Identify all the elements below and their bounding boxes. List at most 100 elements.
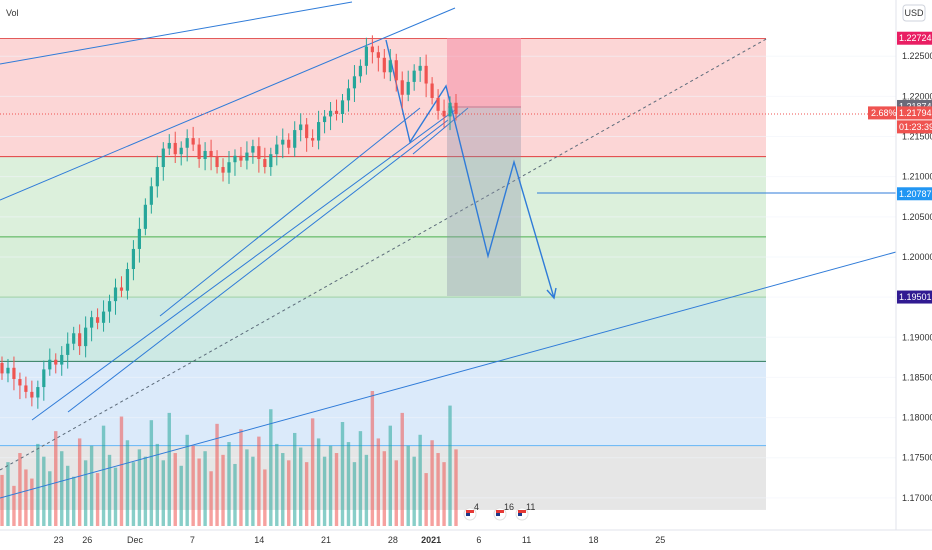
trend-line-2[interactable] — [0, 251, 897, 499]
event-flag-2[interactable]: 11 — [515, 502, 535, 521]
candle-body-2 — [12, 367, 16, 380]
candle-body-48 — [287, 139, 291, 148]
price-tick-label: 1.18000 — [902, 413, 932, 423]
price-axis-background[interactable] — [896, 0, 932, 530]
trend-line-1[interactable] — [0, 7, 456, 201]
price-tag-0 — [897, 31, 932, 45]
event-flag-1[interactable]: 16 — [493, 502, 514, 521]
time-tick-label: 11 — [522, 535, 531, 545]
trend-line-7[interactable] — [0, 37, 769, 471]
volume-bar-28 — [167, 412, 171, 526]
time-axis[interactable]: 23 26 Dec 7 14 21 28 2021 6 11 18 25 — [54, 535, 666, 545]
candle-body-26 — [155, 167, 159, 187]
volume-bar-54 — [322, 456, 327, 526]
candle-body-27 — [161, 148, 165, 168]
volume-bar-53 — [316, 438, 321, 526]
volume-bar-46 — [275, 443, 279, 526]
volume-bar-5 — [30, 478, 34, 526]
price-tag-label-5: 1.19501 — [899, 292, 932, 302]
trend-line-3[interactable] — [31, 109, 456, 421]
volume-bar-21 — [125, 440, 130, 526]
volume-bar-2 — [12, 485, 16, 526]
currency-button-frame[interactable] — [902, 4, 926, 22]
time-tick-label: 26 — [82, 535, 92, 545]
candle-body-73 — [436, 97, 440, 111]
projection-arrowhead[interactable] — [546, 287, 557, 300]
candle-body-46 — [275, 144, 279, 155]
candle-body-22 — [131, 248, 136, 270]
volume-bar-72 — [430, 440, 434, 526]
volume-bar-74 — [442, 462, 446, 526]
candle-body-57 — [340, 100, 345, 115]
event-count: 4 — [474, 502, 479, 512]
volume-bar-8 — [48, 471, 52, 526]
candle-body-71 — [424, 65, 428, 84]
candle-body-20 — [119, 287, 124, 291]
candle-body-69 — [412, 70, 416, 82]
price-tick-label: 1.22500 — [902, 51, 932, 61]
projection-path[interactable] — [385, 39, 555, 299]
time-tick-label: 7 — [190, 535, 195, 545]
time-tick-label: 25 — [655, 535, 665, 545]
trend-line-4[interactable] — [67, 119, 449, 413]
time-axis-background[interactable] — [0, 530, 932, 550]
zone-band-3 — [0, 297, 766, 362]
candle-body-32 — [191, 138, 195, 145]
candle-body-24 — [143, 204, 147, 229]
candle-body-54 — [322, 116, 327, 123]
candle-body-67 — [400, 80, 404, 95]
volume-bar-58 — [346, 442, 351, 526]
volume-bar-51 — [304, 462, 309, 526]
event-count: 16 — [504, 502, 514, 512]
volume-bar-45 — [269, 409, 273, 526]
volume-bar-6 — [36, 443, 40, 526]
candle-body-18 — [107, 301, 112, 312]
volume-bar-33 — [197, 458, 201, 526]
volume-bar-67 — [400, 412, 404, 526]
volume-bar-38 — [227, 442, 231, 526]
event-flag-stripe-icon — [518, 510, 526, 513]
price-tag-2 — [897, 106, 932, 120]
candle-body-15 — [90, 317, 94, 328]
event-count: 11 — [526, 502, 535, 512]
volume-bar-14 — [83, 460, 88, 526]
price-tags: 1.227241.218741.2179401:23:391.207871.19… — [868, 31, 932, 304]
candle-body-51 — [305, 124, 309, 139]
currency-label[interactable]: USD — [904, 8, 924, 18]
candle-body-17 — [101, 311, 106, 323]
candle-body-7 — [42, 369, 46, 388]
event-flag-0[interactable]: 4 — [463, 502, 479, 521]
price-tag-label-2: 1.21794 — [899, 108, 932, 118]
time-tick-label: 18 — [588, 535, 598, 545]
volume-bar-37 — [221, 454, 225, 526]
volume-bar-20 — [119, 416, 124, 526]
candle-body-44 — [263, 159, 267, 168]
trend-line-0[interactable] — [0, 1, 353, 65]
candle-body-65 — [388, 60, 392, 73]
event-flag-stripe-icon — [466, 510, 474, 513]
price-tick-label: 1.17000 — [902, 493, 932, 503]
volume-bar-40 — [239, 429, 243, 526]
volume-bar-12 — [71, 476, 76, 526]
volume-bar-59 — [352, 462, 357, 526]
economic-events[interactable]: 4 16 11 — [463, 502, 535, 521]
price-tick-label: 1.20500 — [902, 212, 932, 222]
volume-bar-18 — [107, 454, 112, 526]
volume-bar-4 — [24, 469, 28, 526]
volume-bar-55 — [328, 445, 333, 526]
time-tick-label: 21 — [321, 535, 331, 545]
candle-body-30 — [179, 147, 183, 155]
volume-bar-62 — [370, 391, 375, 526]
volume-bar-50 — [298, 447, 303, 526]
time-tick-label: 14 — [254, 535, 264, 545]
candle-body-21 — [125, 269, 130, 291]
position-target-box[interactable] — [447, 38, 521, 108]
candle-body-8 — [48, 359, 52, 370]
trend-line-6[interactable] — [412, 107, 469, 155]
volume-indicator-label[interactable]: Vol — [6, 8, 19, 18]
trend-line-5[interactable] — [159, 107, 421, 317]
candle-body-28 — [167, 142, 171, 149]
volume-bar-34 — [203, 451, 207, 526]
drawing-tools[interactable] — [0, 1, 897, 499]
